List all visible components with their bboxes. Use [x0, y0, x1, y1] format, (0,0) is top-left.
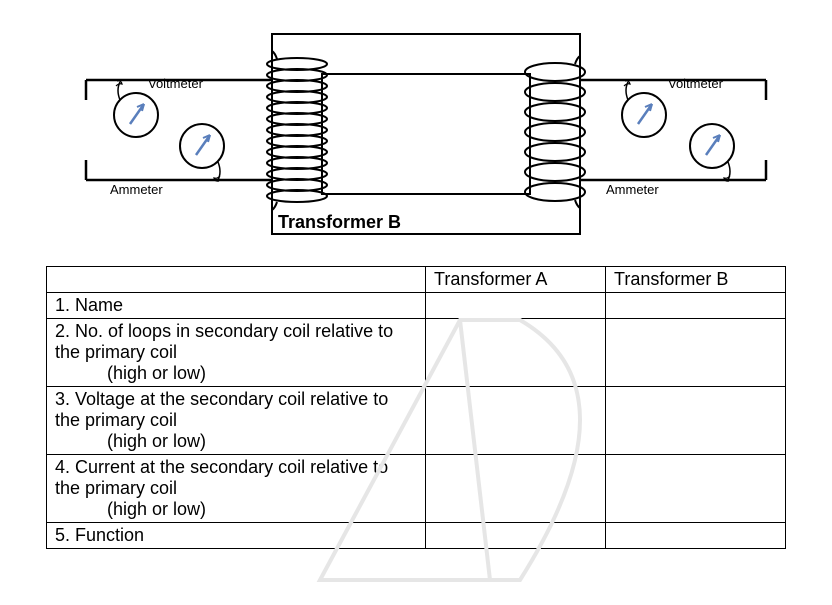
header-blank	[47, 267, 426, 293]
q1-a	[426, 293, 606, 319]
header-transformer-b: Transformer B	[606, 267, 786, 293]
diagram-caption: Transformer B	[278, 212, 401, 233]
q4-b	[606, 455, 786, 523]
q3-a	[426, 387, 606, 455]
q2-b	[606, 319, 786, 387]
left-voltmeter-label: Voltmeter	[148, 76, 204, 91]
q5-label: 5. Function	[47, 523, 426, 549]
q5-b	[606, 523, 786, 549]
comparison-table: Transformer A Transformer B 1. Name 2. N…	[46, 266, 786, 549]
right-voltmeter-label: Voltmeter	[668, 76, 724, 91]
right-ammeter-label: Ammeter	[606, 182, 659, 197]
table-row: 1. Name	[47, 293, 786, 319]
q2-a	[426, 319, 606, 387]
q4-label: 4. Current at the secondary coil relativ…	[47, 455, 426, 523]
table-row: 2. No. of loops in secondary coil relati…	[47, 319, 786, 387]
header-transformer-a: Transformer A	[426, 267, 606, 293]
left-ammeter-label: Ammeter	[110, 182, 163, 197]
transformer-svg: Voltmeter Ammeter Voltmeter Ammeter	[46, 20, 786, 250]
transformer-diagram: Voltmeter Ammeter Voltmeter Ammeter Tran…	[46, 20, 786, 250]
q1-b	[606, 293, 786, 319]
table-header-row: Transformer A Transformer B	[47, 267, 786, 293]
q4-a	[426, 455, 606, 523]
q3-b	[606, 387, 786, 455]
q5-a	[426, 523, 606, 549]
table-row: 4. Current at the secondary coil relativ…	[47, 455, 786, 523]
q2-label: 2. No. of loops in secondary coil relati…	[47, 319, 426, 387]
table-row: 5. Function	[47, 523, 786, 549]
table-row: 3. Voltage at the secondary coil relativ…	[47, 387, 786, 455]
q1-label: 1. Name	[47, 293, 426, 319]
q3-label: 3. Voltage at the secondary coil relativ…	[47, 387, 426, 455]
